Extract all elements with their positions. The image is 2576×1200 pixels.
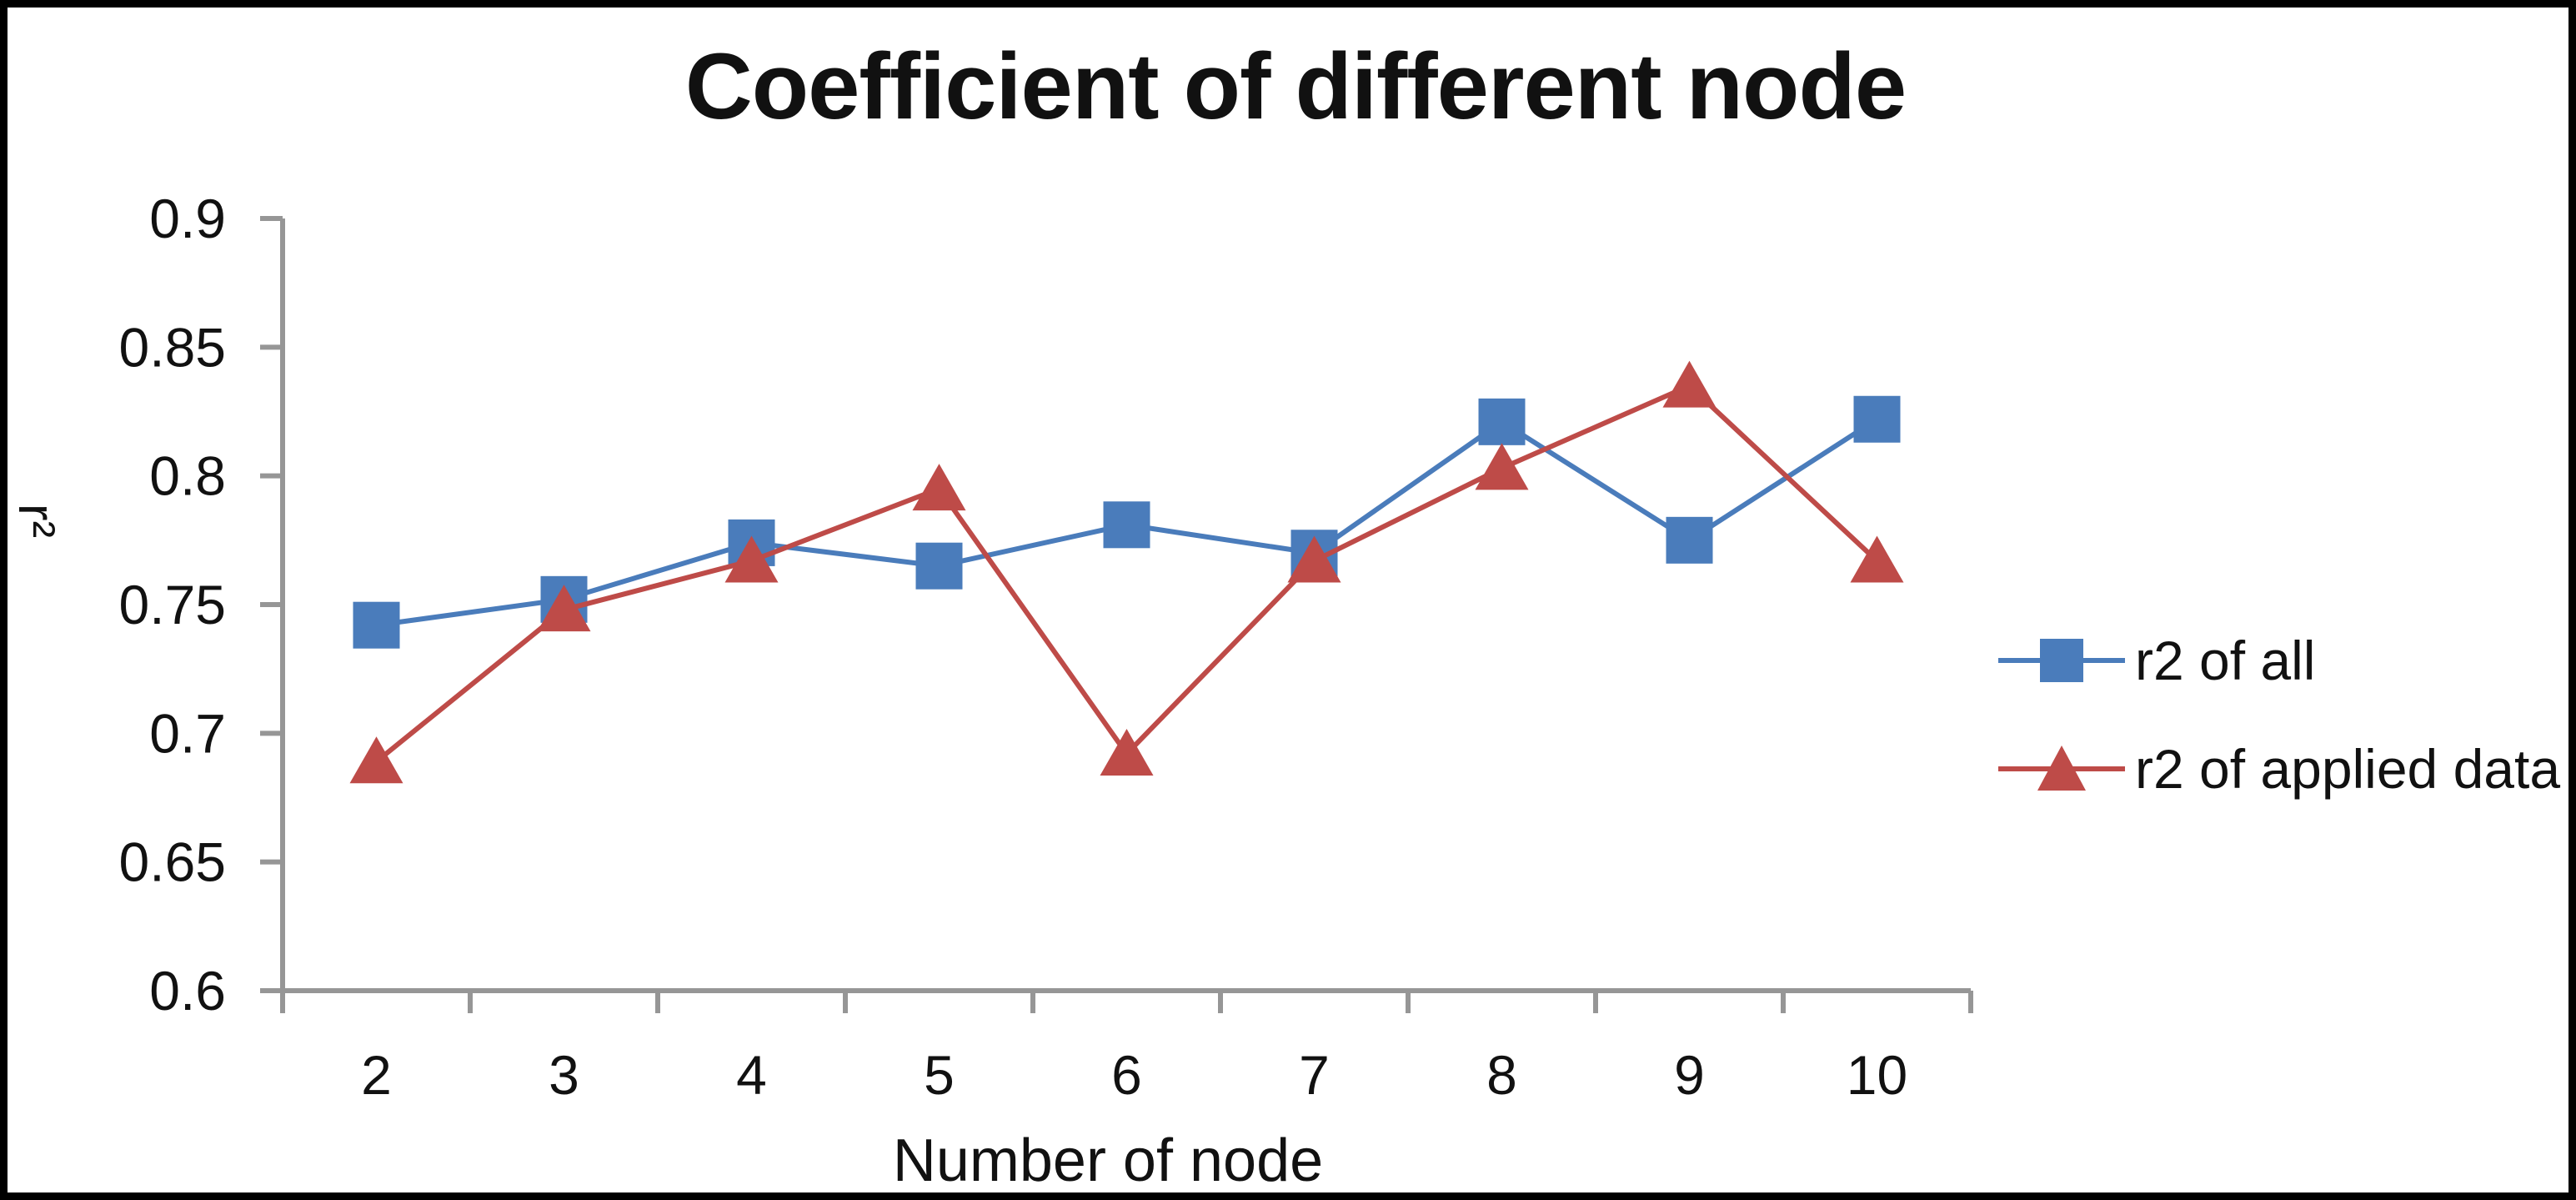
x-axis-title: Number of node bbox=[892, 1127, 1324, 1194]
data-point-triangle bbox=[1287, 535, 1341, 583]
x-tick-label: 6 bbox=[1111, 1044, 1142, 1106]
y-tick-label: 0.85 bbox=[119, 316, 226, 378]
y-axis-title: r² bbox=[8, 503, 66, 539]
plot-area: 0.9 0.85 0.8 0.75 0.7 0.65 0.6 2 3 4 5 6 7 8 9 10 bbox=[119, 188, 1973, 1106]
data-point-square bbox=[915, 542, 963, 590]
x-tick-label: 7 bbox=[1299, 1044, 1330, 1106]
y-tick-label: 0.7 bbox=[149, 702, 226, 764]
data-point-triangle bbox=[1662, 360, 1716, 408]
data-point-triangle bbox=[912, 464, 966, 511]
legend-item-r2-of-applied-data: r2 of applied data bbox=[1998, 738, 2561, 800]
y-tick-label: 0.6 bbox=[149, 960, 226, 1022]
x-tick-label: 8 bbox=[1486, 1044, 1517, 1106]
data-point-square bbox=[1478, 398, 1526, 445]
data-point-square bbox=[1666, 516, 1713, 564]
data-point-triangle bbox=[724, 535, 779, 583]
x-tick-label: 9 bbox=[1674, 1044, 1705, 1106]
y-tick-label: 0.9 bbox=[149, 188, 226, 249]
data-point-triangle bbox=[1475, 443, 1529, 490]
legend-marker-triangle-icon bbox=[1998, 746, 2125, 791]
x-tick-label: 3 bbox=[549, 1044, 579, 1106]
data-point-triangle bbox=[349, 736, 403, 784]
data-point-square bbox=[1103, 501, 1150, 549]
chart-title: Coefficient of different node bbox=[684, 34, 1907, 138]
legend-label: r2 of applied data bbox=[2135, 738, 2561, 800]
y-tick-label: 0.75 bbox=[119, 574, 226, 635]
x-tick-label: 4 bbox=[736, 1044, 767, 1106]
legend-label: r2 of all bbox=[2135, 630, 2316, 691]
y-tick-label: 0.65 bbox=[119, 831, 226, 893]
series-line-1 bbox=[374, 383, 1879, 764]
data-point-square bbox=[353, 601, 400, 649]
x-tick-label: 10 bbox=[1847, 1044, 1907, 1106]
data-point-triangle bbox=[537, 585, 591, 632]
legend-item-r2-of-all: r2 of all bbox=[1998, 630, 2560, 691]
data-point-triangle bbox=[1100, 729, 1154, 776]
x-tick-label: 2 bbox=[361, 1044, 392, 1106]
y-tick-label: 0.8 bbox=[149, 445, 226, 507]
legend-marker-square-icon bbox=[1998, 639, 2125, 682]
x-tick-label: 5 bbox=[924, 1044, 955, 1106]
legend: r2 of all r2 of applied data bbox=[1998, 630, 2561, 800]
data-point-triangle bbox=[1850, 535, 1904, 583]
data-point-square bbox=[1853, 395, 1901, 443]
